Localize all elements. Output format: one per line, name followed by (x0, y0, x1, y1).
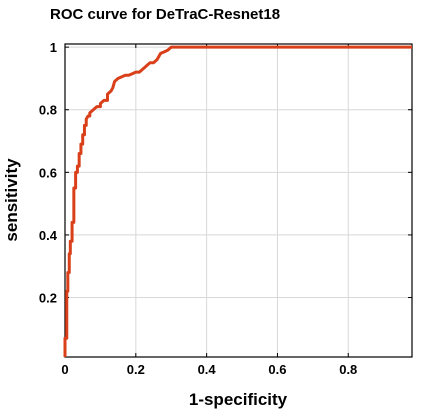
y-tick-label: 0.8 (39, 103, 57, 118)
plot-frame (64, 43, 413, 358)
y-tick-label: 0.2 (39, 291, 57, 306)
x-axis-label: 1-specificity (189, 390, 288, 409)
y-tick-label: 0.6 (39, 165, 57, 180)
x-tick-label: 0.8 (339, 362, 357, 377)
y-axis-label: sensitivity (2, 158, 21, 242)
chart-title: ROC curve for DeTraC-Resnet18 (50, 6, 280, 23)
grid-lines (65, 44, 412, 357)
roc-curve-line (63, 45, 412, 357)
x-tick-label: 0.6 (268, 362, 286, 377)
axis-ticks: 0 0.2 0.4 0.6 0.8 0.2 0.4 0.6 0.8 1 (39, 40, 412, 377)
x-tick-label: 0 (61, 362, 68, 377)
x-tick-label: 0.2 (127, 362, 145, 377)
x-tick-label: 0.4 (198, 362, 217, 377)
y-tick-label: 1 (50, 40, 57, 55)
y-tick-label: 0.4 (39, 228, 58, 243)
